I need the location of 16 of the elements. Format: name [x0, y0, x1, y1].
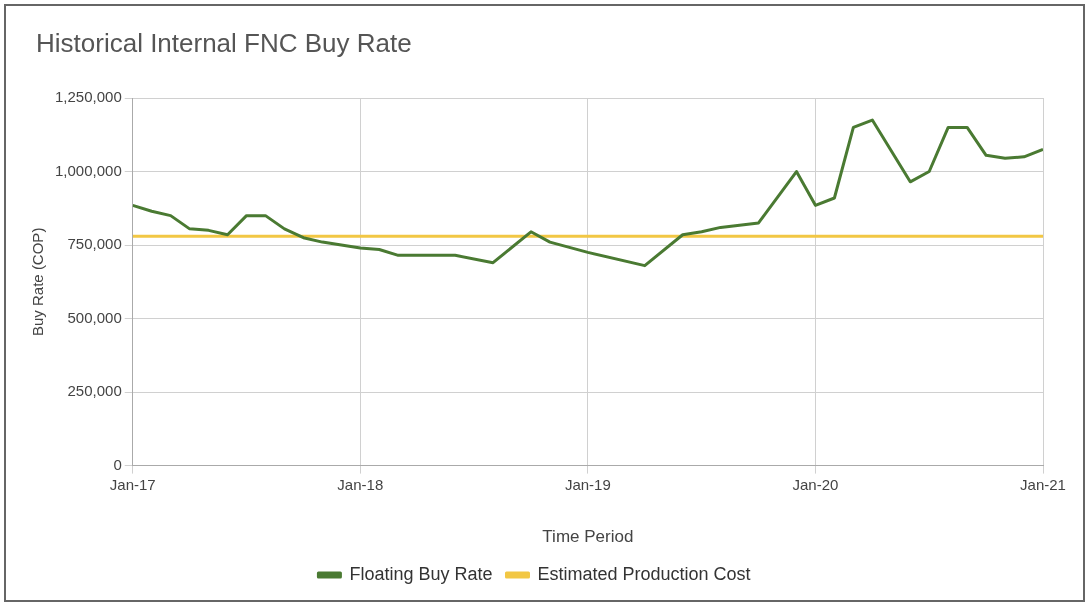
- legend-label: Estimated Production Cost: [537, 563, 751, 584]
- x-axis-title: Time Period: [542, 527, 634, 547]
- x-tick-label: Jan-19: [564, 475, 611, 493]
- chart-title: Historical Internal FNC Buy Rate: [36, 28, 412, 59]
- y-axis-title: Buy Rate (COP): [29, 227, 47, 336]
- x-tick-label: Jan-20: [792, 475, 839, 493]
- y-tick-label: 500,000: [67, 308, 122, 326]
- legend-label: Floating Buy Rate: [349, 563, 493, 584]
- x-tick-label: Jan-18: [337, 475, 384, 493]
- x-tick-label: Jan-21: [1020, 475, 1066, 493]
- y-tick-label: 1,000,000: [55, 161, 122, 179]
- x-tick-label: Jan-17: [109, 475, 156, 493]
- y-tick-label: 250,000: [67, 382, 122, 400]
- y-tick-label: 750,000: [67, 235, 122, 253]
- y-tick-label: 1,250,000: [55, 88, 122, 106]
- y-tick-label: 0: [113, 455, 122, 473]
